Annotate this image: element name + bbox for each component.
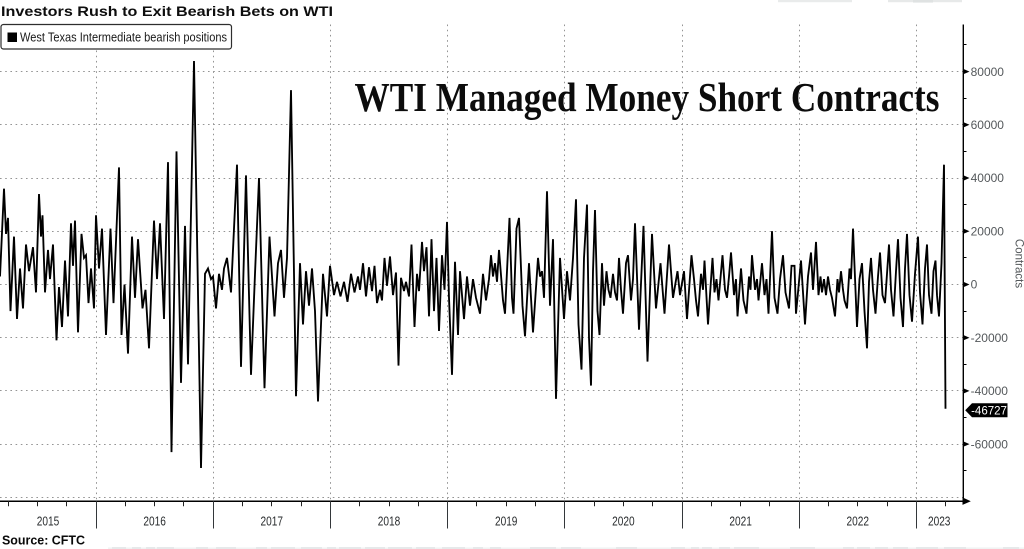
svg-text:Investors Rush to Exit Bearish: Investors Rush to Exit Bearish Bets on W… [1, 3, 333, 19]
svg-text:-20000: -20000 [971, 331, 1009, 345]
svg-text:West Texas Intermediate bearis: West Texas Intermediate bearish position… [20, 31, 227, 45]
svg-text:2020: 2020 [612, 515, 635, 529]
svg-text:2017: 2017 [261, 515, 284, 529]
svg-text:-46727: -46727 [971, 406, 1007, 418]
svg-text:Source: CFTC: Source: CFTC [2, 534, 85, 548]
svg-text:0: 0 [971, 278, 978, 292]
svg-text:2021: 2021 [729, 515, 752, 529]
svg-text:2023: 2023 [928, 515, 951, 529]
svg-text:Contracts: Contracts [1013, 239, 1024, 288]
svg-text:2018: 2018 [378, 515, 401, 529]
svg-text:20000: 20000 [971, 224, 1005, 238]
svg-text:2019: 2019 [495, 515, 518, 529]
svg-text:2022: 2022 [847, 515, 870, 529]
svg-text:-60000: -60000 [971, 437, 1009, 451]
svg-text:-40000: -40000 [971, 384, 1009, 398]
svg-text:80000: 80000 [971, 65, 1005, 79]
svg-text:60000: 60000 [971, 118, 1005, 132]
svg-text:2016: 2016 [143, 515, 166, 529]
svg-text:WTI Managed Money Short Contra: WTI Managed Money Short Contracts [355, 74, 940, 120]
svg-text:40000: 40000 [971, 171, 1005, 185]
svg-text:2015: 2015 [37, 515, 60, 529]
